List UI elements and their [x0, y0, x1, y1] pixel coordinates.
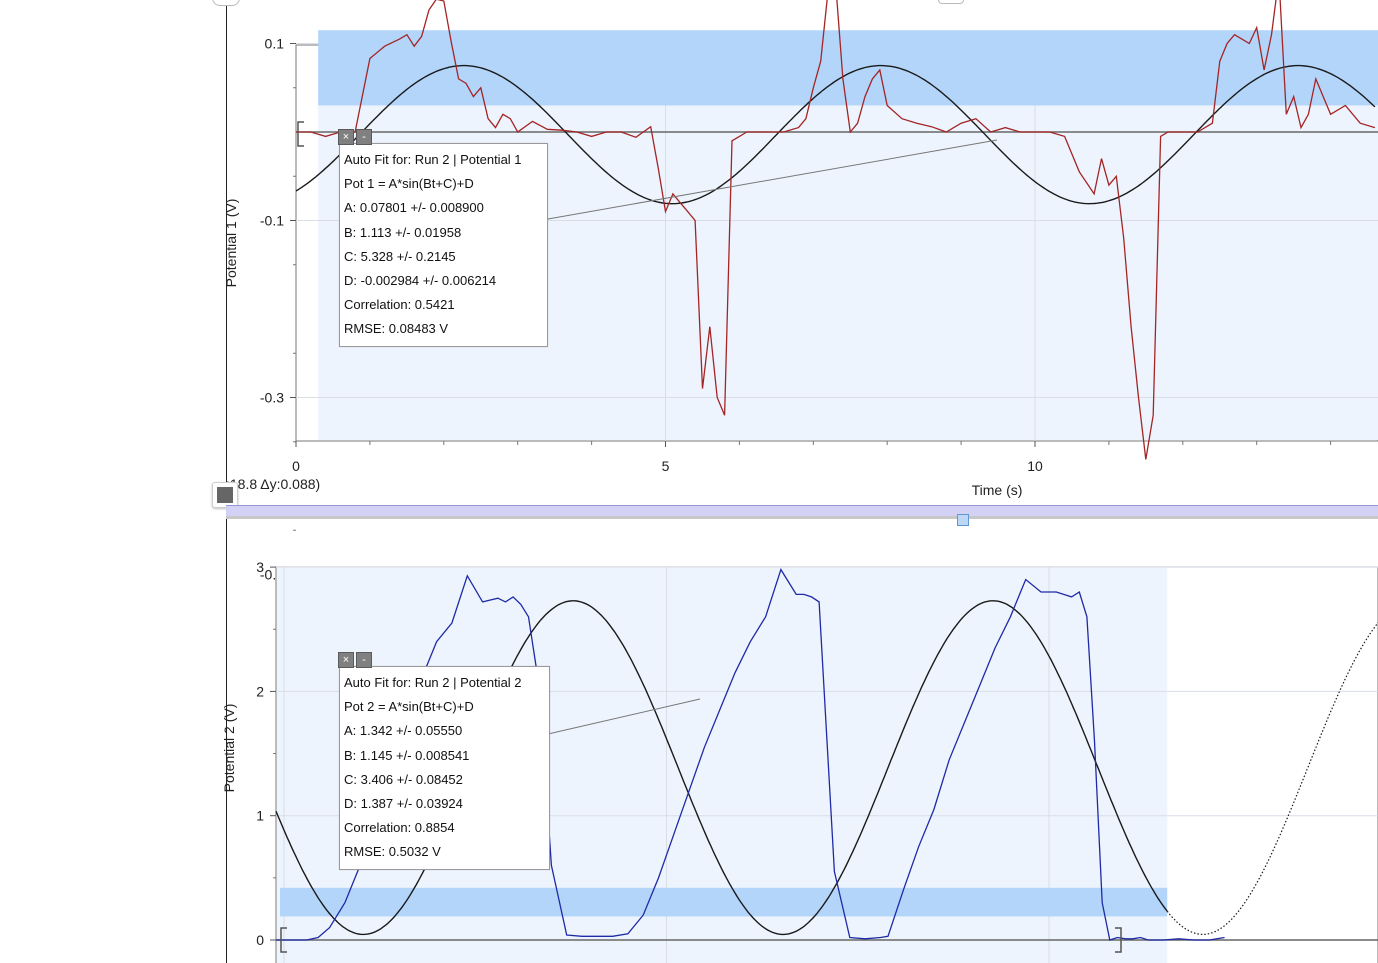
fit-title: Auto Fit for: Run 2 | Potential 1 [344, 152, 522, 167]
minimize-icon[interactable]: - [356, 129, 372, 145]
fit-param-b: B: 1.113 +/- 0.01958 [344, 224, 462, 240]
minimize-icon[interactable]: - [356, 652, 372, 668]
graph-divider[interactable] [226, 505, 1378, 519]
fit-title: Auto Fit for: Run 2 | Potential 2 [344, 675, 522, 690]
panel-stop-icon[interactable] [212, 482, 238, 508]
close-icon[interactable]: × [338, 129, 354, 145]
top-fit-curve [295, 64, 1376, 205]
top-fit-info-box[interactable]: × - Auto Fit for: Run 2 | Potential 1 Po… [338, 129, 548, 347]
bottom-range-bracket-left[interactable] [280, 927, 287, 953]
top-y-axis-label: Potential 1 (V) [223, 199, 239, 288]
top-range-bracket[interactable] [297, 121, 304, 147]
potential-1-series [296, 0, 1376, 460]
delta-readout: :18.8 Δy:0.088) [226, 476, 321, 492]
top-axis-ticks: 0.1-0.1-0.3-0.50 5 10 [260, 36, 1332, 708]
bottom-fit-leader-line [547, 698, 701, 735]
divider-grip-handle[interactable] [957, 514, 969, 526]
fit-correlation: Correlation: 0.8854 [344, 820, 455, 836]
fit-param-c: C: 5.328 +/- 0.2145 [344, 248, 456, 264]
fit-param-d: D: 1.387 +/- 0.03924 [344, 796, 463, 812]
fit-param-b: B: 1.145 +/- 0.008541 [344, 747, 470, 763]
bottom-y-tick-label: 1 [256, 808, 264, 824]
fit-param-a: A: 1.342 +/- 0.05550 [344, 723, 463, 739]
top-x-axis-label: Time (s) [972, 482, 1023, 498]
bottom-fit-info-box[interactable]: × - Auto Fit for: Run 2 | Potential 2 Po… [338, 652, 550, 870]
potential-2-series [276, 568, 1225, 941]
bottom-selection-band [280, 887, 1168, 917]
top-y-tick-label: 0.1 [265, 36, 285, 52]
bottom-y-tick-label: 3 [256, 559, 264, 575]
top-y-tick-label: -0.3 [260, 390, 284, 406]
fit-rmse: RMSE: 0.08483 V [344, 321, 449, 337]
bottom-fit-box-controls: × - [338, 652, 372, 668]
top-fit-leader-line [547, 139, 998, 220]
bottom-y-axis-label: Potential 2 (V) [221, 704, 237, 793]
top-center-handle[interactable] [938, 0, 964, 4]
bottom-fit-extrapolation [1166, 621, 1378, 935]
fit-correlation: Correlation: 0.5421 [344, 297, 455, 313]
bottom-y-tick-label: 0 [256, 932, 264, 948]
top-x-tick-label: 0 [292, 458, 300, 474]
top-x-tick-label: 5 [662, 458, 670, 474]
bottom-y-tick-label: 2 [256, 683, 264, 699]
fit-equation: Pot 2 = A*sin(Bt+C)+D [344, 699, 474, 715]
fit-equation: Pot 1 = A*sin(Bt+C)+D [344, 176, 474, 192]
top-fit-box-controls: × - [338, 129, 372, 145]
graph-left-border [226, 0, 227, 963]
fit-param-d: D: -0.002984 +/- 0.006214 [344, 273, 497, 289]
fit-rmse: RMSE: 0.5032 V [344, 844, 441, 860]
bottom-axis-ticks: 3 2 1 0 [256, 559, 276, 948]
fit-param-a: A: 0.07801 +/- 0.008900 [344, 200, 484, 216]
top-y-tick-label: -0.1 [260, 213, 284, 229]
top-selection-band [318, 30, 1378, 106]
bottom-range-bracket-right[interactable] [1115, 927, 1122, 953]
top-x-tick-label: 10 [1027, 458, 1043, 474]
close-icon[interactable]: × [338, 652, 354, 668]
fit-param-c: C: 3.406 +/- 0.08452 [344, 771, 463, 787]
